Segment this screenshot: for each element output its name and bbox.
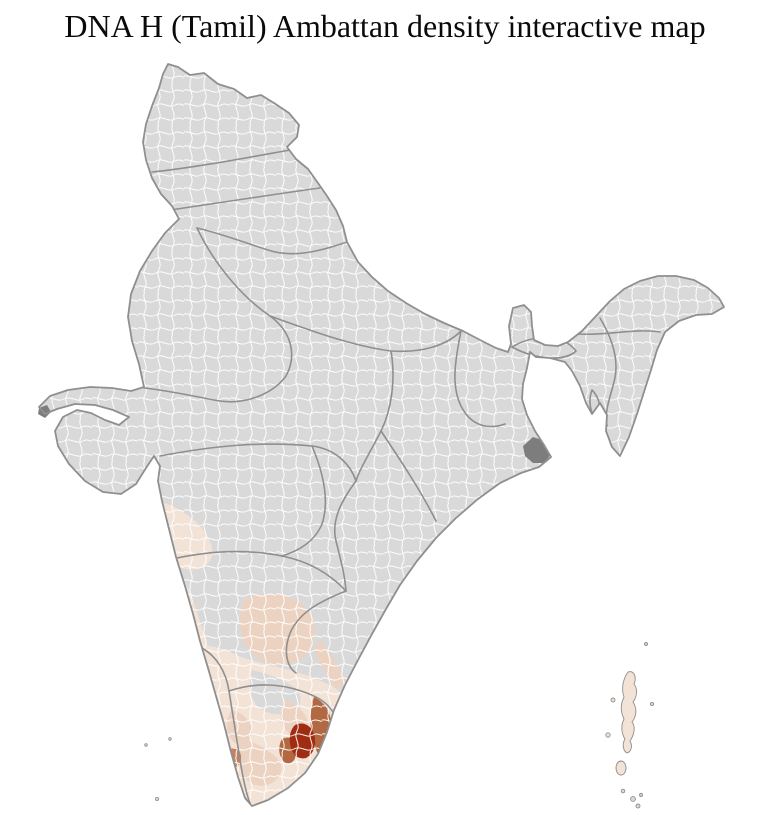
map-title: DNA H (Tamil) Ambattan density interacti… bbox=[64, 8, 706, 44]
lakshadweep-islands[interactable] bbox=[144, 737, 172, 802]
andaman-nicobar-islands[interactable] bbox=[605, 642, 655, 809]
district-boundaries-mesh bbox=[39, 64, 724, 806]
